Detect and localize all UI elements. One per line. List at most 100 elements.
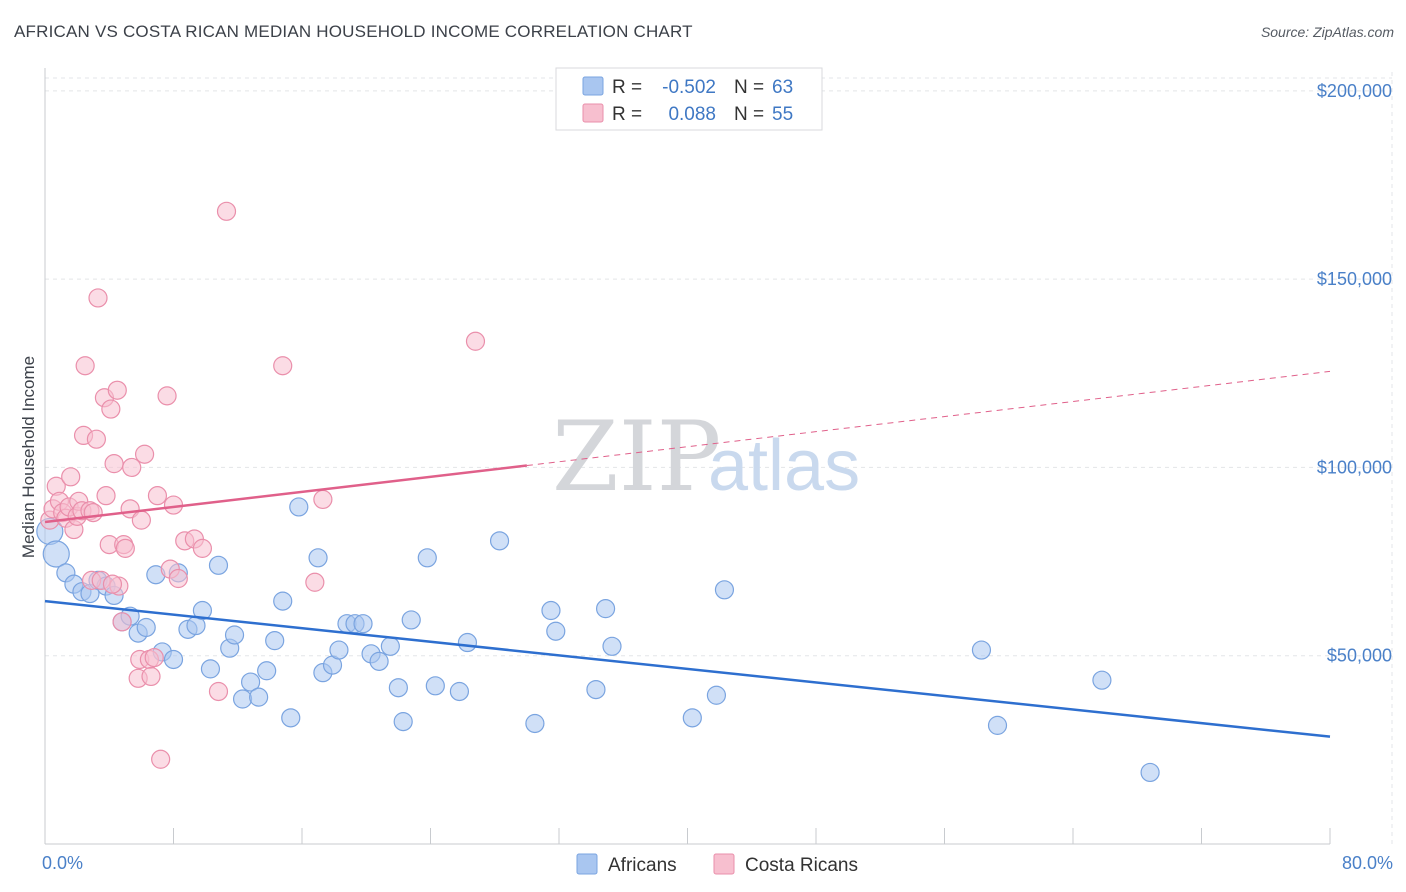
x-tick-label-0: 0.0% <box>42 853 83 873</box>
legend-n-label-africans: N = <box>734 77 764 98</box>
data-point <box>192 538 213 558</box>
trend-line-0 <box>44 599 1331 738</box>
legend-n-value-africans: 63 <box>772 77 793 98</box>
data-point <box>157 386 177 406</box>
legend-r-value-costa-ricans: 0.088 <box>668 104 716 125</box>
data-point <box>141 666 161 687</box>
y-axis-label: Median Household Income <box>19 356 38 558</box>
data-point <box>273 356 293 376</box>
y-tick-label-0: $50,000 <box>1327 646 1392 666</box>
data-point <box>457 632 478 653</box>
trend-line-1-dashed <box>526 370 1331 467</box>
series-costa-ricans-points <box>40 201 486 769</box>
data-point <box>353 614 373 634</box>
data-point <box>88 288 108 308</box>
legend-n-value-costa-ricans: 55 <box>772 104 793 125</box>
legend-r-label-africans: R = <box>612 77 642 98</box>
data-point <box>42 540 70 568</box>
data-point <box>151 749 171 769</box>
bottom-legend-swatch-africans <box>576 853 598 875</box>
legend-n-label-costa-ricans: N = <box>734 104 764 125</box>
watermark-zip: ZIP <box>552 401 721 513</box>
data-point <box>541 600 561 621</box>
data-point <box>163 649 184 670</box>
data-point <box>289 497 309 517</box>
data-point <box>208 555 229 575</box>
y-tick-label-1: $100,000 <box>1317 457 1392 477</box>
data-point <box>257 661 277 681</box>
y-tick-label-2: $150,000 <box>1317 269 1392 289</box>
legend-box: R = -0.502 N = 63 R = 0.088 N = 55 <box>555 67 823 131</box>
data-point <box>329 640 349 660</box>
data-point <box>75 356 95 376</box>
data-point <box>1092 670 1112 690</box>
data-point <box>425 676 445 696</box>
trend-lines <box>44 370 1331 738</box>
data-point <box>1140 762 1160 783</box>
data-point <box>115 538 135 558</box>
source-credit: Source: ZipAtlas.com <box>1260 24 1394 40</box>
chart-title: AFRICAN VS COSTA RICAN MEDIAN HOUSEHOLD … <box>14 22 693 41</box>
data-point <box>131 510 151 530</box>
data-point <box>200 659 221 679</box>
data-point <box>104 454 124 474</box>
data-point <box>308 548 328 568</box>
data-point <box>971 640 992 660</box>
data-point <box>273 591 293 611</box>
y-tick-labels: $50,000 $100,000 $150,000 $200,000 <box>1317 81 1392 666</box>
data-point <box>224 625 245 645</box>
data-point <box>208 681 229 702</box>
data-point <box>489 531 510 551</box>
data-point <box>449 681 470 702</box>
legend-swatch-costa-ricans <box>582 103 604 123</box>
data-point <box>107 380 127 400</box>
data-point <box>86 429 107 449</box>
bottom-legend-swatch-costa-ricans <box>713 853 735 875</box>
x-tick-label-1: 80.0% <box>1342 853 1393 873</box>
data-point <box>682 708 702 728</box>
data-point <box>96 486 116 506</box>
data-point <box>714 580 735 600</box>
data-point <box>305 572 325 592</box>
x-tick-labels: 0.0% 80.0% <box>42 853 1393 873</box>
data-point <box>168 568 188 589</box>
data-point <box>987 715 1008 735</box>
data-point <box>313 489 333 510</box>
axes <box>44 68 1331 845</box>
data-point <box>232 689 253 709</box>
legend-r-value-africans: -0.502 <box>662 77 716 98</box>
data-point <box>586 679 606 700</box>
data-point <box>417 548 437 568</box>
data-point <box>388 678 408 698</box>
data-point <box>369 651 389 671</box>
data-point <box>134 444 155 464</box>
data-point <box>101 399 121 419</box>
grid-lines <box>45 72 1393 844</box>
data-point <box>122 457 142 478</box>
legend-swatch-africans <box>582 76 604 96</box>
data-point <box>83 503 103 523</box>
data-point <box>216 201 237 221</box>
bottom-legend-label-africans: Africans <box>608 855 677 876</box>
data-point <box>706 685 727 705</box>
data-point <box>465 331 486 351</box>
watermark-atlas: atlas <box>708 426 860 506</box>
data-point <box>102 574 123 594</box>
data-point <box>595 599 616 619</box>
data-point <box>602 636 622 656</box>
legend-r-label-costa-ricans: R = <box>612 104 642 125</box>
data-point <box>249 687 269 707</box>
data-point <box>380 636 400 656</box>
bottom-legend-label-costa-ricans: Costa Ricans <box>745 855 858 876</box>
data-point <box>265 631 285 651</box>
y-tick-label-3: $200,000 <box>1317 81 1392 101</box>
data-point <box>525 713 545 734</box>
data-point <box>281 708 301 728</box>
watermark: ZIP atlas <box>552 401 860 513</box>
data-point <box>112 612 132 632</box>
trend-line-1-solid <box>44 464 528 524</box>
bottom-legend: Africans Costa Ricans <box>576 853 858 876</box>
data-point <box>401 610 421 630</box>
data-point <box>546 621 566 641</box>
